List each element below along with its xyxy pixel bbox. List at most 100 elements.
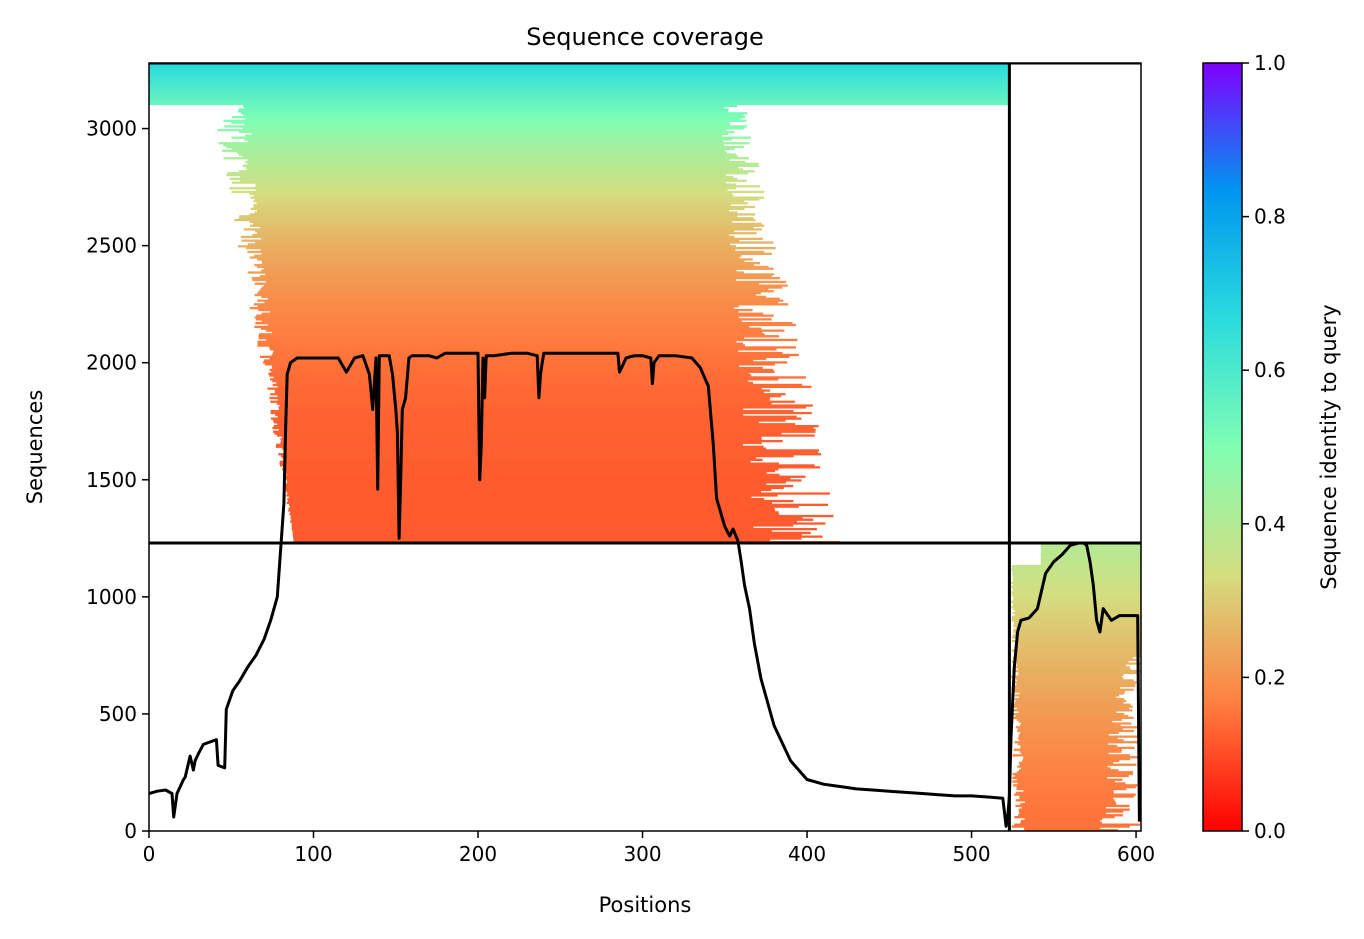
msa-row [1011, 713, 1125, 716]
msa-row [274, 389, 771, 392]
msa-row [260, 327, 762, 330]
y-axis: 0 500 1000 1500 2000 2500 3000 [86, 117, 149, 843]
msa-row [273, 350, 739, 353]
msa-row [240, 175, 734, 179]
msa-row [264, 284, 788, 287]
msa-row [149, 69, 1010, 72]
msa-row [277, 434, 815, 437]
msa-row [263, 361, 788, 364]
msa-row [1016, 638, 1141, 641]
msa-row [266, 280, 787, 284]
msa-row [1012, 754, 1130, 757]
msa-row [1011, 660, 1129, 663]
msa-row [261, 320, 742, 323]
msa-row [261, 260, 745, 263]
msa-row [1016, 778, 1123, 781]
msa-row [1012, 604, 1141, 607]
msa-row [284, 475, 806, 478]
x-tick-label: 600 [1117, 842, 1155, 866]
msa-row [231, 115, 746, 119]
msa-row [256, 314, 774, 317]
msa-row [238, 153, 737, 156]
msa-row [248, 159, 730, 162]
msa-row [278, 428, 816, 431]
msa-row [1021, 722, 1132, 725]
msa-row [278, 408, 744, 411]
msa-row [1013, 596, 1141, 600]
x-tick-label: 100 [294, 842, 332, 866]
msa-row [252, 222, 762, 225]
msa-row [1011, 619, 1141, 622]
msa-row [1015, 699, 1127, 703]
msa-row [1013, 628, 1141, 631]
msa-row [285, 458, 763, 461]
msa-row [1015, 677, 1124, 680]
msa-row [149, 102, 1010, 106]
msa-row [1019, 795, 1134, 798]
msa-row [1018, 720, 1113, 723]
x-tick-label: 200 [459, 842, 497, 866]
msa-row [1012, 589, 1141, 592]
msa-row [217, 129, 727, 132]
y-axis-label: Sequences [23, 390, 47, 505]
msa-row [286, 494, 778, 497]
msa-row [275, 445, 764, 448]
msa-row [1011, 615, 1141, 618]
msa-row [256, 202, 748, 205]
msa-row [1019, 739, 1124, 742]
msa-row [288, 507, 775, 510]
y-tick-label: 0 [124, 819, 137, 843]
msa-row [260, 355, 790, 358]
msa-row [263, 267, 774, 270]
msa-row [1014, 621, 1141, 624]
y-tick-label: 2500 [86, 234, 137, 258]
msa-row [238, 245, 736, 248]
coverage-line [149, 351, 1141, 828]
msa-row [1011, 636, 1141, 639]
msa-row [1021, 752, 1109, 755]
msa-row [149, 74, 1010, 77]
msa-row [242, 127, 745, 130]
msa-row [255, 318, 772, 321]
msa-row [1011, 585, 1141, 588]
msa-row [1020, 767, 1111, 770]
msa-row [258, 308, 753, 312]
msa-row [281, 440, 783, 443]
msa-row [284, 484, 794, 488]
colorbar-tick-label: 0.4 [1254, 512, 1286, 536]
msa-row [272, 380, 749, 383]
colorbar-tick-label: 0.2 [1254, 665, 1286, 689]
msa-row [149, 89, 1010, 92]
msa-row [1011, 617, 1141, 620]
colorbar-tick-label: 0.6 [1254, 358, 1286, 382]
msa-row [243, 104, 738, 107]
msa-row [271, 417, 802, 420]
msa-row [1023, 789, 1114, 793]
msa-row [1013, 748, 1122, 751]
msa-row [1013, 666, 1130, 669]
msa-row [1011, 591, 1141, 594]
msa-row [269, 396, 770, 400]
msa-row [266, 329, 785, 332]
msa-row [271, 365, 740, 368]
msa-row [236, 151, 727, 154]
msa-row [218, 142, 750, 145]
msa-row [255, 230, 735, 233]
msa-row [149, 71, 1010, 74]
msa-row [1014, 793, 1136, 796]
msa-row [1012, 572, 1141, 575]
msa-row [1019, 692, 1125, 695]
msa-row [283, 451, 819, 454]
msa-row [286, 490, 761, 493]
msa-row [270, 410, 794, 413]
msa-row [1012, 669, 1141, 673]
msa-row [238, 170, 755, 173]
msa-row [1015, 804, 1130, 808]
msa-row [281, 436, 762, 439]
msa-row [1016, 664, 1126, 667]
y-tick-label: 1000 [86, 585, 137, 609]
msa-row [245, 166, 739, 169]
msa-row [256, 189, 728, 192]
msa-row [284, 466, 821, 469]
msa-row [1011, 688, 1134, 691]
